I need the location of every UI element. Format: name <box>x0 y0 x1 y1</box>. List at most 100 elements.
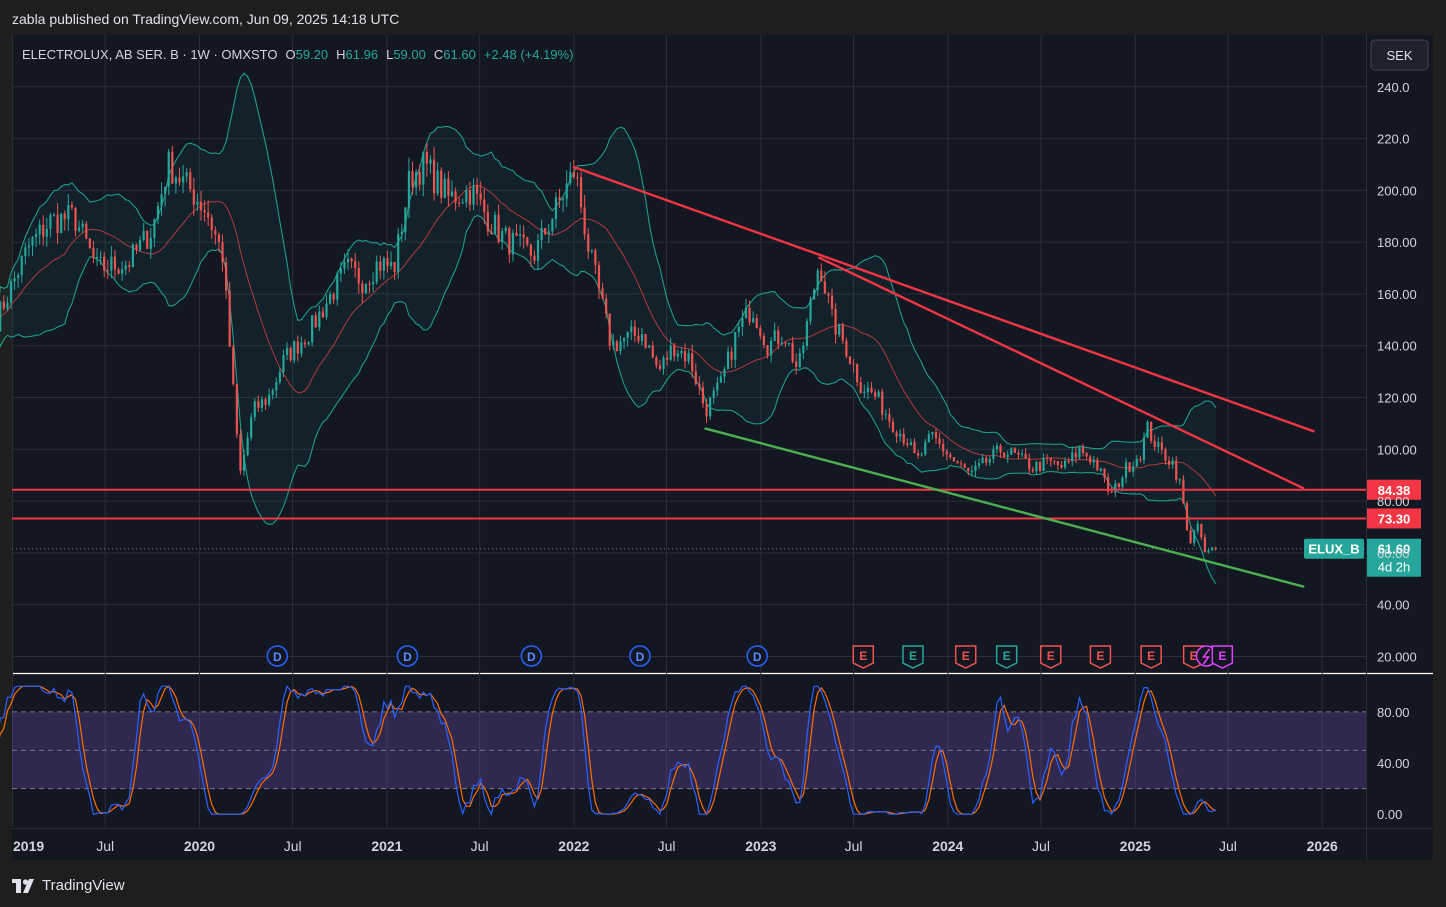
candle-body <box>490 231 493 234</box>
candle-body <box>1150 421 1153 441</box>
time-tick-label: Jul <box>471 838 489 854</box>
candle-body <box>1081 447 1085 453</box>
candle-body <box>429 159 432 164</box>
chart-canvas[interactable]: 84.38 73.30 ELUX_B 61.60 4d 2h D D D D D E E E E E E E E… <box>0 34 1446 866</box>
candle-body <box>160 194 163 206</box>
candle-body <box>608 313 611 346</box>
candle-body <box>13 278 16 282</box>
tradingview-logo-icon <box>12 878 34 893</box>
candle-body <box>425 151 428 164</box>
candle-body <box>1028 458 1031 470</box>
candle-body <box>895 432 898 437</box>
candle-body <box>214 230 217 235</box>
candle-body <box>583 207 586 235</box>
legend-low: 59.00 <box>393 47 426 62</box>
candle-body <box>1196 523 1199 531</box>
stoch-axis-bg <box>1366 675 1433 828</box>
candle-body <box>228 290 231 347</box>
candle-body <box>415 172 418 188</box>
candle-body <box>942 443 945 452</box>
candle-body <box>17 275 20 279</box>
earnings-marker <box>902 645 924 669</box>
candle-body <box>730 351 733 360</box>
candle-body <box>1060 464 1063 468</box>
candle-body <box>493 214 497 234</box>
dividend-marker-label: D <box>753 650 762 664</box>
currency-button[interactable]: SEK <box>1370 39 1429 71</box>
candle-body <box>239 434 242 471</box>
candle-body <box>1089 456 1092 463</box>
candle-body <box>666 357 669 360</box>
candle-body <box>486 211 489 232</box>
candle-body <box>138 240 142 250</box>
candle-body <box>701 387 705 404</box>
candle-body <box>687 353 690 362</box>
candle-body <box>1024 453 1027 459</box>
gridlines <box>12 35 1366 827</box>
candle-body <box>977 463 981 466</box>
candle-body <box>447 178 450 197</box>
time-tick-label: Jul <box>284 838 302 854</box>
candle-body <box>633 326 636 336</box>
candle-body <box>497 214 500 243</box>
candle-body <box>870 387 873 393</box>
candle-body <box>400 231 403 235</box>
candle-body <box>81 223 84 228</box>
candle-body <box>106 270 109 272</box>
candle-body <box>293 341 296 361</box>
candle-body <box>364 283 368 294</box>
dividend-marker-label: D <box>636 650 645 664</box>
price-tick-label: 80.00 <box>1377 494 1410 509</box>
candle-body <box>856 364 859 383</box>
candle-body <box>318 311 321 328</box>
legend-change: +2.48 (+4.19%) <box>484 47 574 62</box>
candle-body <box>285 347 289 356</box>
candle-body <box>805 321 809 346</box>
publish-info: zabla published on TradingView.com, Jun … <box>12 11 400 27</box>
candle-body <box>769 340 773 356</box>
tradingview-logo[interactable]: TradingView <box>12 877 125 894</box>
candle-body <box>282 355 285 373</box>
candle-body <box>2 301 5 309</box>
candle-body <box>852 363 855 365</box>
candle-body <box>1142 437 1146 461</box>
candle-body <box>934 432 938 439</box>
candle-body <box>354 261 357 268</box>
candle-body <box>242 455 246 471</box>
candle-body <box>422 151 425 185</box>
candle-body <box>511 232 515 255</box>
candle-body <box>881 391 884 415</box>
candle-body <box>368 283 371 285</box>
candle-body <box>250 417 253 438</box>
candle-body <box>99 256 102 258</box>
candle-body <box>526 237 529 245</box>
candle-body <box>74 207 77 231</box>
candle-body <box>529 244 532 256</box>
candle-body <box>56 214 59 233</box>
legend-open-label: O <box>285 47 295 62</box>
legend-close: 61.60 <box>443 47 476 62</box>
candle-body <box>393 262 396 273</box>
candle-body <box>203 210 206 213</box>
candle-body <box>207 212 210 218</box>
candle-body <box>995 445 999 450</box>
candle-body <box>142 230 145 241</box>
candle-body <box>891 421 895 433</box>
price-tick-label: 180.00 <box>1377 235 1417 250</box>
candle-body <box>1092 459 1095 463</box>
candle-body <box>899 433 902 437</box>
candle-body <box>931 432 934 435</box>
candle-body <box>752 318 755 323</box>
stoch-tick-label: 40.00 <box>1377 756 1410 771</box>
candle-body <box>436 170 439 194</box>
candle-body <box>1189 530 1192 544</box>
symbol-tag <box>1304 538 1364 559</box>
candle-body <box>845 340 848 357</box>
price-tick-label: 220.0 <box>1377 132 1410 147</box>
candle-body <box>587 234 590 252</box>
candle-body <box>103 256 106 271</box>
stochastic-indicator <box>0 684 1366 816</box>
candle-body <box>253 401 256 418</box>
candle-body <box>1074 452 1077 458</box>
candle-body <box>450 191 454 197</box>
